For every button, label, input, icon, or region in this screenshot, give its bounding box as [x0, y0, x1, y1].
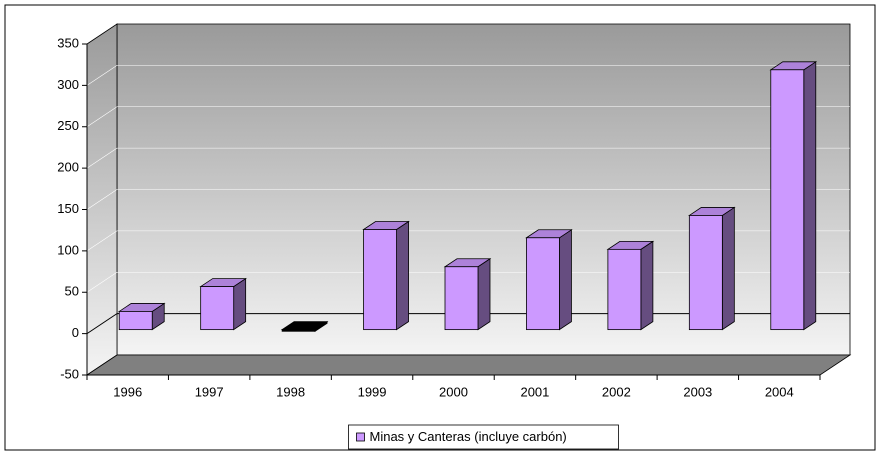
y-tick-label: 350 — [57, 35, 79, 50]
y-tick-label: 100 — [57, 242, 79, 257]
bar — [281, 329, 316, 332]
bar — [688, 215, 723, 331]
grid-line — [86, 65, 118, 86]
x-tick-label: 1997 — [195, 384, 224, 399]
y-tick-label: 200 — [57, 160, 79, 175]
bar — [526, 237, 560, 331]
bar — [363, 229, 397, 331]
legend-label: Minas y Canteras (incluye carbón) — [370, 429, 567, 444]
bar-side — [477, 257, 491, 331]
grid-line — [86, 189, 118, 210]
legend-box — [348, 424, 619, 450]
legend-swatch — [356, 432, 365, 442]
bar-side — [559, 229, 572, 331]
grid-line — [86, 272, 118, 293]
bar — [607, 248, 642, 331]
y-tick-label: 0 — [72, 325, 79, 340]
bar — [200, 286, 235, 331]
bar — [118, 311, 153, 331]
y-tick-label: -50 — [60, 366, 79, 381]
floor — [85, 354, 852, 376]
grid-line — [86, 147, 118, 169]
bar-side — [721, 206, 735, 331]
bar-side — [233, 277, 247, 331]
x-tick-label: 1999 — [358, 384, 387, 399]
x-tick-label: 1998 — [276, 384, 305, 399]
x-tick-label: 2003 — [683, 384, 712, 399]
bar-side — [640, 240, 654, 331]
y-tick-label: 50 — [65, 284, 79, 299]
bar-side — [396, 220, 409, 331]
bar — [770, 69, 805, 331]
grid-line — [86, 106, 118, 127]
x-tick-label: 1996 — [113, 384, 142, 399]
bar-side — [803, 61, 817, 331]
bar — [444, 266, 479, 331]
y-tick-label: 300 — [57, 77, 79, 92]
x-tick-label: 2002 — [602, 384, 631, 399]
grid-line — [86, 313, 118, 335]
x-tick-label: 2000 — [439, 384, 468, 399]
x-tick-label: 2004 — [765, 384, 794, 399]
grid-line — [86, 230, 118, 252]
y-tick-label: 250 — [57, 118, 79, 133]
y-tick-label: 150 — [57, 201, 79, 216]
x-tick-label: 2001 — [520, 384, 549, 399]
